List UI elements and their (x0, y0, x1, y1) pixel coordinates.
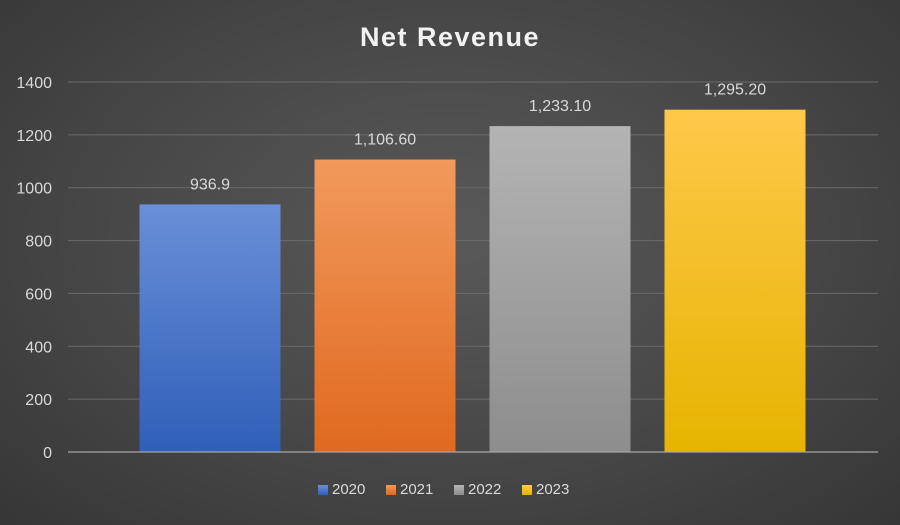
legend-swatch-2021 (386, 485, 396, 495)
data-label-2022: 1,233.10 (529, 98, 591, 115)
y-tick-label: 1000 (16, 181, 52, 198)
legend-swatch-2023 (522, 485, 532, 495)
legend-label-2023: 2023 (536, 481, 569, 498)
data-label-2020: 936.9 (190, 176, 230, 193)
bar-2022 (489, 126, 631, 452)
bar-2021 (314, 159, 456, 452)
legend-label-2022: 2022 (468, 481, 501, 498)
data-label-2021: 1,106.60 (354, 132, 416, 149)
data-label-2023: 1,295.20 (704, 82, 766, 99)
data-labels: 936.9 1,106.60 1,233.10 1,295.20 (190, 82, 766, 194)
y-tick-label: 0 (43, 445, 52, 462)
bars (139, 109, 806, 452)
legend-swatch-2020 (318, 485, 328, 495)
y-tick-label: 1400 (16, 75, 52, 92)
y-tick-label: 600 (25, 286, 52, 303)
bar-2020 (139, 204, 281, 452)
y-tick-label: 800 (25, 234, 52, 251)
bar-2023 (664, 109, 806, 452)
legend-label-2021: 2021 (400, 481, 433, 498)
legend: 2020 2021 2022 2023 (318, 481, 569, 498)
legend-swatch-2022 (454, 485, 464, 495)
y-tick-label: 200 (25, 392, 52, 409)
legend-label-2020: 2020 (332, 481, 365, 498)
chart-title: Net Revenue (360, 22, 540, 52)
y-tick-label: 1200 (16, 128, 52, 145)
y-axis-ticks: 0 200 400 600 800 1000 1200 1400 (16, 75, 52, 462)
y-tick-label: 400 (25, 339, 52, 356)
